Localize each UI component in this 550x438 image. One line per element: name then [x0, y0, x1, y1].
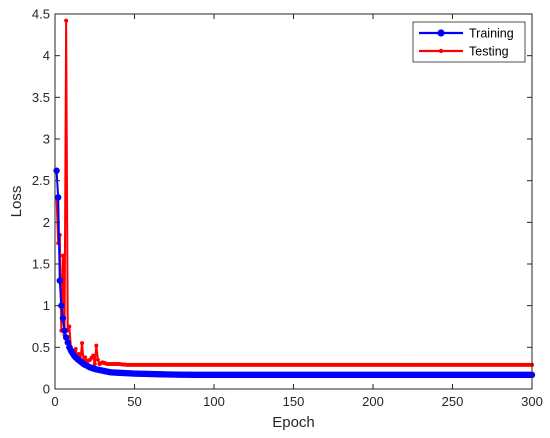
data-point-testing [64, 18, 69, 23]
ticks-layer: 0 50 100 150 200 250 300 0 0.5 1 1.5 2 2.5 3 3.5 4 4.5 [32, 7, 543, 410]
data-point-training [64, 339, 71, 346]
data-point-testing [95, 357, 100, 362]
data-point-testing [92, 362, 97, 366]
y-tick-label: 2.5 [32, 173, 50, 188]
x-tick-label: 50 [127, 394, 141, 409]
y-tick-label: 1.5 [32, 257, 50, 272]
x-tick-label: 250 [442, 394, 464, 409]
x-tick-label: 200 [362, 394, 384, 409]
y-tick-label: 0 [43, 382, 50, 397]
data-point-training [56, 277, 63, 284]
data-point-testing [73, 347, 78, 351]
data-point-training [61, 327, 68, 334]
x-tick-label: 0 [51, 394, 58, 409]
y-tick-label: 4 [43, 48, 50, 63]
y-tick-label: 0.5 [32, 340, 50, 355]
data-point-training [53, 167, 60, 174]
data-point-training [62, 334, 70, 341]
y-tick-label: 1 [43, 298, 50, 313]
data-point-testing [94, 343, 99, 348]
data-point-training [58, 302, 65, 309]
y-tick-label: 3 [43, 132, 50, 147]
data-point-testing [60, 253, 65, 258]
x-axis-title: Epoch [272, 414, 315, 431]
legend-box [412, 21, 526, 63]
data-point-training [59, 314, 67, 322]
series-training [53, 167, 536, 379]
plot-background [55, 14, 532, 389]
y-tick-label: 2 [43, 215, 50, 230]
data-point-training [54, 194, 62, 201]
legend-marker-testing [438, 48, 444, 54]
data-point-testing [67, 324, 72, 329]
legend: Training Testing [412, 21, 526, 63]
data-point-testing [80, 341, 85, 346]
series-layer [53, 18, 536, 379]
data-point-testing [91, 353, 96, 358]
legend-label-testing: Testing [469, 45, 509, 59]
x-tick-label: 100 [203, 394, 225, 409]
y-tick-label: 4.5 [32, 7, 50, 22]
legend-marker-training [437, 29, 445, 37]
data-point-testing [83, 355, 88, 360]
y-tick-label: 3.5 [32, 90, 50, 105]
x-tick-label: 150 [283, 394, 305, 409]
legend-label-training: Training [469, 27, 514, 41]
y-axis-title: Loss [8, 186, 25, 218]
x-tick-label: 300 [521, 394, 543, 409]
